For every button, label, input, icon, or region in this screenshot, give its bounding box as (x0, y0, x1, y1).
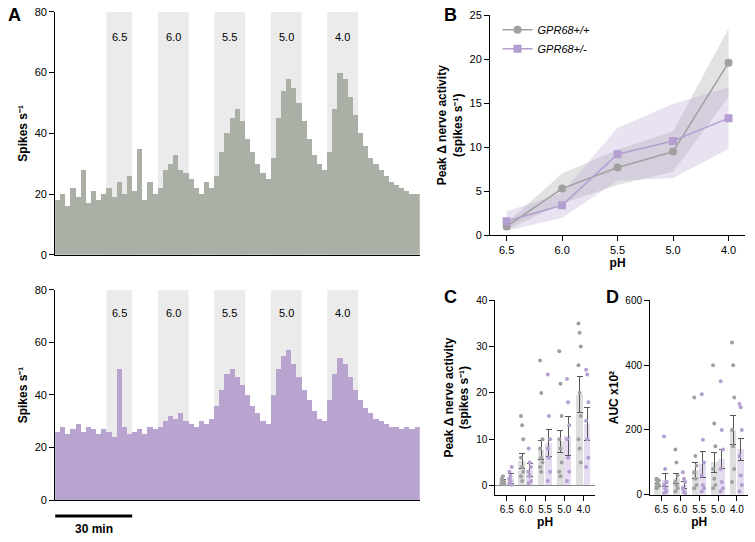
svg-text:400: 400 (625, 360, 642, 371)
svg-text:pH: pH (610, 256, 626, 270)
svg-text:5.0: 5.0 (279, 307, 294, 319)
svg-text:0: 0 (41, 249, 47, 261)
svg-text:D: D (606, 287, 619, 307)
svg-text:6.0: 6.0 (673, 504, 687, 515)
svg-text:0: 0 (636, 489, 642, 500)
svg-text:40: 40 (476, 295, 488, 306)
svg-text:30 min: 30 min (75, 522, 113, 536)
svg-text:A: A (8, 5, 21, 25)
svg-text:0: 0 (41, 494, 47, 506)
svg-text:5.5: 5.5 (222, 307, 237, 319)
svg-text:6.5: 6.5 (499, 244, 514, 256)
svg-text:40: 40 (35, 127, 47, 139)
svg-text:60: 60 (35, 66, 47, 78)
svg-text:6.5: 6.5 (112, 307, 127, 319)
svg-text:5.5: 5.5 (610, 244, 625, 256)
svg-text:6.5: 6.5 (112, 31, 127, 43)
svg-text:5.5: 5.5 (692, 504, 706, 515)
svg-text:AUC x10²: AUC x10² (607, 371, 621, 424)
svg-text:B: B (444, 5, 457, 25)
svg-text:0: 0 (482, 480, 488, 491)
svg-text:6.0: 6.0 (166, 31, 181, 43)
svg-text:80: 80 (35, 284, 47, 296)
svg-text:4.0: 4.0 (576, 504, 590, 515)
svg-text:80: 80 (35, 6, 47, 18)
svg-text:20: 20 (35, 441, 47, 453)
svg-text:4.0: 4.0 (730, 504, 744, 515)
svg-text:6.5: 6.5 (654, 504, 668, 515)
svg-text:20: 20 (35, 188, 47, 200)
svg-text:GPR68+/+: GPR68+/+ (538, 24, 591, 36)
svg-text:5.5: 5.5 (222, 31, 237, 43)
svg-text:5.0: 5.0 (711, 504, 725, 515)
svg-text:4.0: 4.0 (721, 244, 736, 256)
svg-text:0: 0 (476, 229, 482, 241)
svg-text:Spikes s⁻¹: Spikes s⁻¹ (16, 105, 30, 162)
svg-text:5.0: 5.0 (279, 31, 294, 43)
svg-text:Peak Δ nerve activity(spikes s: Peak Δ nerve activity(spikes s⁻¹) (435, 65, 465, 185)
svg-text:60: 60 (35, 336, 47, 348)
svg-text:40: 40 (35, 389, 47, 401)
svg-text:Spikes s⁻¹: Spikes s⁻¹ (16, 367, 30, 424)
svg-text:200: 200 (625, 424, 642, 435)
svg-text:6.0: 6.0 (554, 244, 569, 256)
svg-text:10: 10 (470, 141, 482, 153)
svg-text:4.0: 4.0 (335, 307, 350, 319)
svg-text:Peak Δ nerve activity(spikes s: Peak Δ nerve activity(spikes s⁻¹) (442, 337, 472, 457)
svg-text:4.0: 4.0 (335, 31, 350, 43)
svg-text:25: 25 (470, 9, 482, 21)
svg-text:5: 5 (476, 185, 482, 197)
svg-text:6.0: 6.0 (519, 504, 533, 515)
svg-text:6.5: 6.5 (500, 504, 514, 515)
svg-text:6.0: 6.0 (166, 307, 181, 319)
svg-text:pH: pH (691, 515, 707, 529)
svg-text:5.0: 5.0 (665, 244, 680, 256)
svg-text:20: 20 (476, 387, 488, 398)
svg-text:10: 10 (476, 434, 488, 445)
svg-text:GPR68+/-: GPR68+/- (538, 43, 588, 55)
svg-text:20: 20 (470, 53, 482, 65)
svg-text:15: 15 (470, 97, 482, 109)
svg-text:5.5: 5.5 (538, 504, 552, 515)
svg-text:C: C (444, 287, 457, 307)
svg-text:pH: pH (537, 515, 553, 529)
svg-text:30: 30 (476, 341, 488, 352)
svg-text:600: 600 (625, 295, 642, 306)
svg-text:5.0: 5.0 (557, 504, 571, 515)
